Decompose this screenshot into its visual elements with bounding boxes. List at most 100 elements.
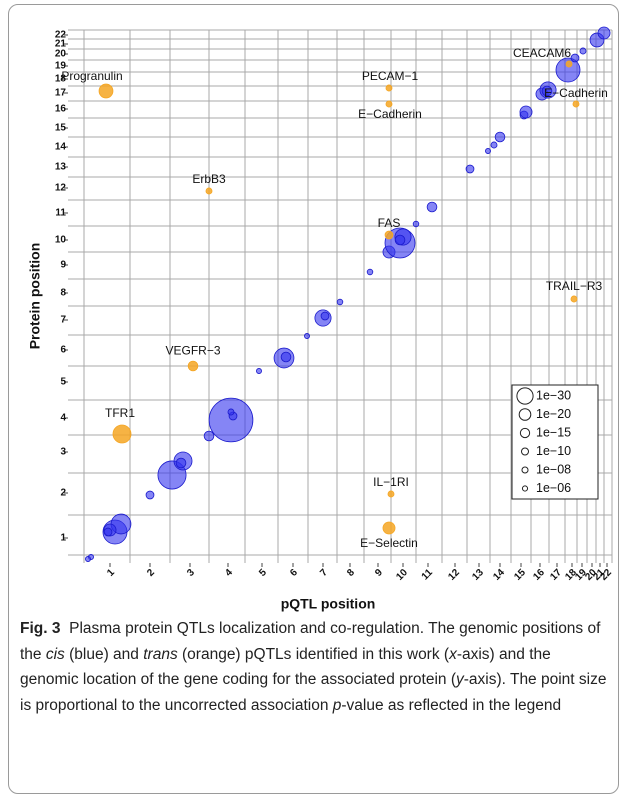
caption-text: y [456,671,464,688]
data-point [570,295,578,303]
y-tick-label: 22 [55,30,67,41]
x-tick-label: 16 [531,567,547,583]
data-point [145,490,155,500]
legend-symbol [516,387,534,405]
y-tick-label: 13 [55,162,67,173]
y-tick-label: 19 [55,61,67,72]
y-tick-label: 10 [55,235,67,246]
data-point [541,85,553,97]
caption-text: x [449,645,457,663]
point-label: ErbB3 [192,172,226,186]
legend-symbol [519,427,531,439]
data-point [256,368,262,374]
caption-label: Fig. 3 [20,620,61,637]
data-point [384,230,394,240]
x-tick-label: 11 [420,567,436,583]
legend-label: 1e−06 [536,481,571,495]
data-point [385,84,393,92]
y-tick-label: 15 [55,123,67,134]
data-point [385,100,393,108]
data-point [485,148,491,154]
data-point [519,105,533,119]
point-label: FAS [378,216,401,230]
x-tick-label: 15 [512,567,528,583]
data-point [394,234,406,246]
point-label: IL−1RI [373,475,409,489]
y-tick-label: 2 [60,488,66,499]
data-point [366,268,374,276]
x-tick-label: 2 [145,567,157,579]
legend-symbol [521,485,529,492]
data-point [565,60,573,68]
x-tick-label: 5 [257,567,269,579]
data-point [187,360,199,372]
y-tick-label: 6 [60,345,66,356]
data-point [320,311,330,321]
point-label: E−Selectin [360,536,418,550]
point-label: VEGFR−3 [165,343,220,357]
y-tick-label: 14 [55,142,67,153]
data-point [336,298,344,306]
data-point [387,490,395,498]
point-label: TRAIL−R3 [546,279,603,293]
data-point [382,521,396,535]
legend-symbol [521,466,529,474]
data-point [579,47,587,55]
data-point [205,187,213,195]
x-tick-label: 10 [394,567,410,583]
point-label: CEACAM6 [513,46,571,60]
data-point [490,141,498,149]
y-tick-label: 1 [60,533,66,544]
point-label: Progranulin [61,69,122,83]
data-point [597,26,611,40]
legend-label: 1e−20 [536,407,571,421]
x-tick-label: 8 [345,567,357,579]
data-point [555,57,581,83]
data-point [98,83,114,99]
caption: Fig. 3 Plasma protein QTLs localization … [20,616,610,718]
y-tick-label: 20 [55,49,67,60]
y-tick-label: 16 [55,104,67,115]
y-tick-label: 8 [60,288,66,299]
data-point [203,430,215,442]
x-tick-label: 13 [470,567,486,583]
data-point [570,53,580,63]
data-point [304,333,310,339]
y-tick-label: 4 [60,413,66,424]
x-tick-label: 14 [491,567,507,583]
data-point [280,351,292,363]
y-tick-label: 11 [55,208,66,219]
x-tick-label: 4 [223,567,235,579]
legend-label: 1e−30 [536,388,571,402]
y-tick-label: 3 [60,447,66,458]
data-point [175,457,187,469]
x-tick-label: 12 [446,567,462,583]
x-tick-label: 6 [288,567,300,579]
y-tick-label: 9 [60,260,66,271]
x-tick-label: 9 [373,567,385,579]
legend-label: 1e−15 [536,425,571,439]
y-axis-title: Protein position [27,243,43,350]
data-point [103,527,113,537]
x-axis-title: pQTL position [281,596,376,612]
y-tick-label: 17 [55,88,67,99]
caption-text: (orange) pQTLs identified in this work ( [177,645,450,663]
legend-label: 1e−10 [536,444,571,458]
caption-text: cis [45,645,65,663]
x-tick-label: 1 [105,567,117,579]
caption-text: trans [143,645,178,663]
data-point [112,424,132,444]
data-point [426,201,438,213]
point-label: PECAM−1 [362,69,419,83]
data-point [572,100,580,108]
caption-text: -value as reflected in the legend [341,696,562,714]
caption-text: Plasma protein QTLs localization and co-… [20,620,601,663]
legend-label: 1e−08 [536,462,571,476]
point-label: TFR1 [105,406,135,420]
y-tick-label: 21 [55,39,67,50]
caption-text: p [332,696,342,714]
legend-symbol [521,447,529,456]
caption-text: (blue) and [64,645,144,663]
